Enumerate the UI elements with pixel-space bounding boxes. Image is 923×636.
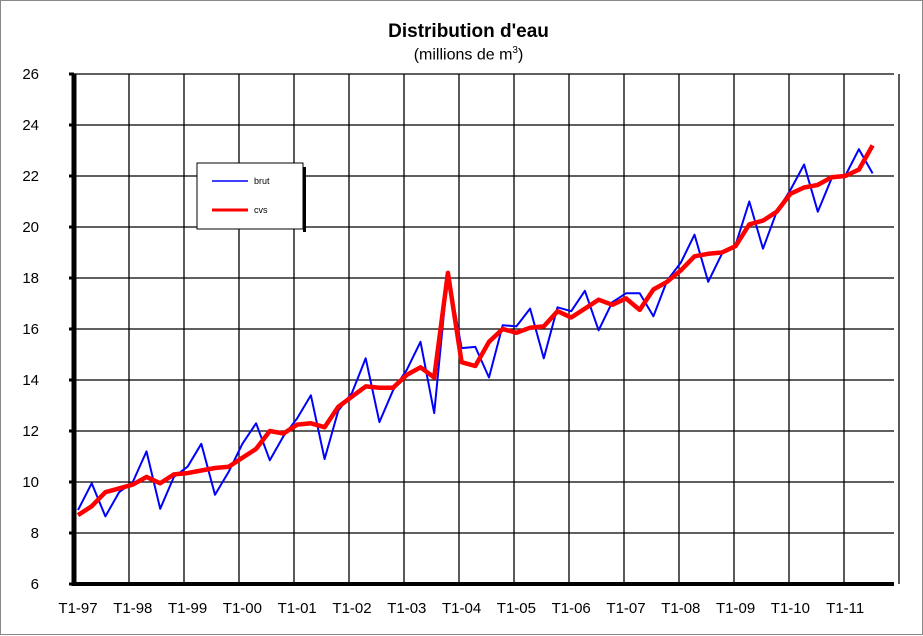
y-tick-label: 8 (31, 525, 39, 542)
x-tick-label: T1-08 (661, 600, 700, 617)
legend-shadow (303, 167, 306, 232)
legend-label-cvs: cvs (254, 205, 268, 215)
y-tick-label: 6 (31, 576, 39, 593)
series-line-brut (77, 148, 874, 518)
subtitle-end: ) (517, 46, 524, 64)
x-tick-label: T1-02 (332, 600, 371, 617)
chart-subtitle: (millions de m3) (1, 45, 923, 64)
y-tick-label: 18 (22, 270, 39, 287)
y-tick-label: 22 (22, 168, 39, 185)
y-tick-label: 24 (22, 117, 39, 134)
x-tick-label: T1-09 (716, 600, 755, 617)
x-tick-label: T1-00 (223, 600, 262, 617)
series-line-cvs (76, 144, 875, 517)
chart-title: Distribution d'eau (388, 21, 549, 42)
legend-box (196, 162, 304, 230)
y-tick-label: 14 (22, 372, 39, 389)
x-tick-label: T1-99 (168, 600, 207, 617)
y-tick-label: 26 (22, 66, 39, 83)
x-tick-label: T1-05 (497, 600, 536, 617)
subtitle-sup: 3 (512, 45, 518, 56)
legend-label-brut: brut (254, 176, 270, 186)
x-tick-label: T1-07 (606, 600, 645, 617)
x-tick-label: T1-01 (278, 600, 317, 617)
x-tick-label: T1-98 (113, 600, 152, 617)
x-tick-label: T1-04 (442, 600, 481, 617)
x-tick-label: T1-97 (58, 600, 97, 617)
x-tick-label: T1-11 (826, 600, 864, 617)
y-tick-label: 20 (22, 219, 39, 236)
subtitle-text: (millions de m (413, 46, 513, 64)
x-tick-label: T1-10 (771, 600, 810, 617)
x-tick-label: T1-06 (552, 600, 591, 617)
x-tick-label: T1-03 (387, 600, 426, 617)
y-tick-label: 12 (22, 423, 39, 440)
y-tick-label: 10 (22, 474, 39, 491)
y-tick-label: 16 (22, 321, 39, 338)
